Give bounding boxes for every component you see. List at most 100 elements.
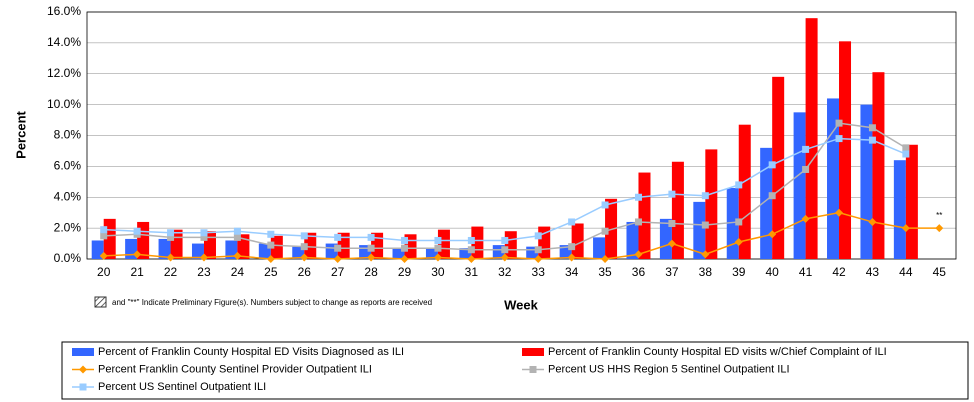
point bbox=[634, 250, 643, 259]
x-tick-label: 37 bbox=[665, 265, 679, 279]
bar bbox=[191, 243, 204, 259]
legend-label: Percent US Sentinel Outpatient ILI bbox=[98, 381, 266, 393]
point bbox=[801, 214, 810, 223]
point bbox=[701, 192, 709, 200]
bar bbox=[839, 41, 852, 259]
y-tick-label: 0.0% bbox=[54, 251, 82, 265]
point bbox=[433, 253, 442, 262]
point bbox=[166, 253, 175, 262]
point bbox=[300, 253, 309, 262]
bar bbox=[805, 18, 818, 259]
point bbox=[601, 227, 609, 235]
legend-marker bbox=[529, 366, 537, 373]
y-tick-label: 14.0% bbox=[47, 35, 81, 49]
point bbox=[601, 255, 610, 263]
bar bbox=[392, 248, 405, 259]
point bbox=[534, 232, 542, 240]
point bbox=[835, 119, 843, 127]
point bbox=[735, 181, 743, 189]
legend-label: Percent Franklin County Sentinel Provide… bbox=[98, 363, 372, 375]
y-tick-label: 2.0% bbox=[54, 220, 82, 234]
point bbox=[133, 227, 141, 235]
point bbox=[334, 233, 342, 241]
point bbox=[868, 124, 876, 132]
y-tick-label: 10.0% bbox=[47, 97, 81, 111]
point bbox=[568, 218, 576, 226]
point bbox=[400, 255, 409, 263]
point bbox=[467, 255, 476, 263]
point bbox=[367, 253, 376, 262]
y-tick-label: 6.0% bbox=[54, 159, 82, 173]
point bbox=[233, 227, 241, 235]
y-tick-label: 16.0% bbox=[47, 4, 81, 18]
point bbox=[501, 236, 509, 244]
line bbox=[103, 211, 940, 260]
point bbox=[902, 150, 910, 158]
point bbox=[501, 246, 509, 254]
x-axis-label: Week bbox=[504, 297, 538, 312]
bar bbox=[905, 144, 918, 259]
point bbox=[467, 246, 475, 254]
bar bbox=[793, 112, 806, 259]
bar bbox=[671, 161, 684, 259]
point bbox=[267, 230, 275, 238]
point bbox=[401, 244, 409, 252]
preliminary-icon bbox=[94, 296, 107, 308]
point bbox=[333, 255, 342, 263]
bar bbox=[225, 240, 238, 259]
legend-label: Percent of Franklin County Hospital ED V… bbox=[98, 346, 404, 358]
line bbox=[103, 122, 907, 251]
point bbox=[868, 136, 876, 144]
point bbox=[401, 236, 409, 244]
bar bbox=[772, 76, 785, 260]
point bbox=[434, 244, 442, 252]
bar bbox=[158, 238, 171, 259]
point bbox=[167, 233, 175, 241]
x-tick-label: 34 bbox=[565, 265, 579, 279]
point bbox=[367, 244, 375, 252]
point bbox=[634, 218, 642, 226]
x-tick-label: 39 bbox=[732, 265, 746, 279]
point bbox=[835, 135, 843, 143]
bar bbox=[425, 248, 438, 259]
x-tick-label: 36 bbox=[632, 265, 646, 279]
point bbox=[500, 253, 509, 262]
x-tick-label: 20 bbox=[97, 265, 111, 279]
point bbox=[935, 224, 944, 233]
point bbox=[200, 233, 208, 241]
point bbox=[734, 238, 743, 247]
bar bbox=[593, 237, 606, 259]
bar bbox=[459, 248, 472, 259]
x-tick-label: 45 bbox=[933, 265, 947, 279]
x-tick-label: 44 bbox=[899, 265, 913, 279]
line bbox=[103, 137, 907, 242]
legend-swatch bbox=[522, 348, 544, 356]
bar bbox=[893, 160, 906, 259]
point bbox=[601, 201, 609, 209]
point bbox=[802, 145, 810, 153]
point bbox=[266, 255, 275, 263]
legend-label: Percent of Franklin County Hospital ED v… bbox=[548, 346, 887, 358]
point bbox=[668, 219, 676, 227]
bar bbox=[760, 147, 773, 259]
x-tick-label: 42 bbox=[832, 265, 846, 279]
bar bbox=[437, 229, 450, 259]
point bbox=[902, 144, 910, 152]
point bbox=[567, 253, 576, 262]
point bbox=[901, 224, 910, 233]
bar bbox=[738, 124, 751, 259]
point bbox=[167, 229, 175, 237]
bar bbox=[626, 221, 639, 259]
point bbox=[534, 255, 543, 263]
bar bbox=[638, 172, 651, 259]
point bbox=[267, 241, 275, 249]
x-tick-label: 31 bbox=[465, 265, 479, 279]
point bbox=[768, 192, 776, 200]
point bbox=[233, 233, 241, 241]
x-tick-label: 38 bbox=[699, 265, 713, 279]
point bbox=[568, 243, 576, 251]
point bbox=[434, 236, 442, 244]
legend-label: Percent US HHS Region 5 Sentinel Outpati… bbox=[548, 363, 790, 375]
bar bbox=[872, 72, 885, 259]
bar bbox=[705, 149, 718, 259]
